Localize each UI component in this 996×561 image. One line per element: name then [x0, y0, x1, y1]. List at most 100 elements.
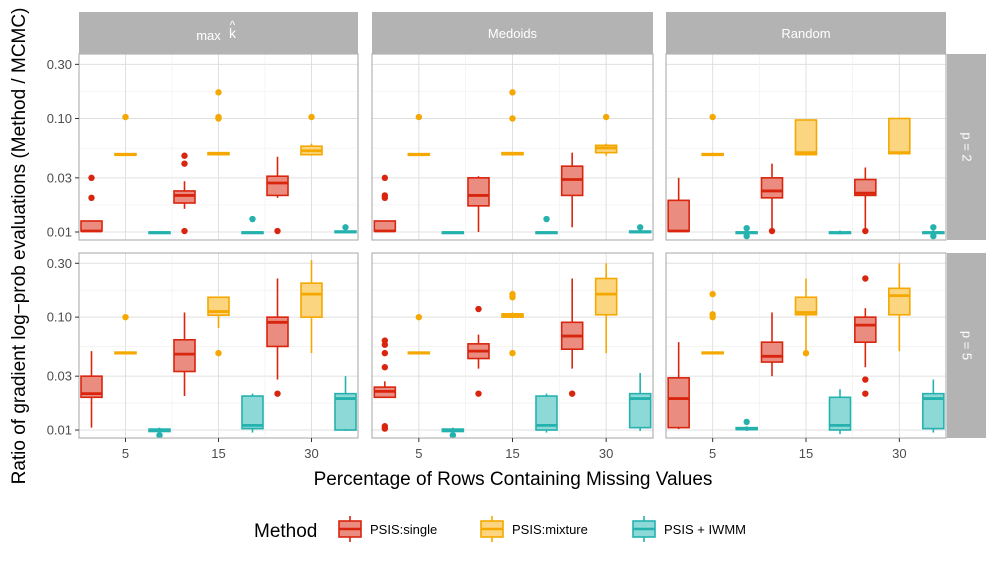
boxplot-psis-iwmm-15 — [828, 389, 852, 435]
boxplot-psis-iwmm-5 — [735, 418, 758, 432]
panel-boxes — [373, 263, 652, 439]
boxplot-psis-single-15 — [173, 312, 196, 397]
strip-background — [947, 54, 986, 240]
outlier-point — [381, 423, 389, 430]
outlier-point — [568, 390, 576, 397]
outlier-point — [743, 418, 750, 426]
legend-entries: PSIS:single PSIS:mixture PSIS + IWMM — [336, 515, 746, 543]
box — [80, 220, 103, 232]
box — [173, 190, 196, 204]
outlier-point — [308, 113, 315, 121]
boxplot-psis-mixture-15 — [207, 296, 230, 357]
strip-label-k: k — [229, 25, 237, 41]
outlier-point — [475, 305, 482, 313]
boxplot-psis-mixture-30 — [300, 113, 323, 156]
outlier-point — [743, 224, 750, 232]
boxplot-psis-single-5 — [373, 174, 397, 233]
box — [667, 377, 690, 429]
outlier-point — [181, 160, 188, 167]
boxplot-psis-single-5 — [80, 351, 103, 428]
boxplot-psis-iwmm-30 — [628, 224, 652, 234]
box — [828, 396, 852, 431]
box — [300, 282, 323, 318]
legend-label: PSIS + IWMM — [664, 522, 746, 537]
strip-label: Random — [781, 26, 830, 41]
outlier-point — [862, 376, 869, 383]
box — [80, 375, 103, 399]
outlier-point — [381, 349, 389, 357]
outlier-point — [381, 364, 389, 371]
panel-boxes — [80, 260, 357, 439]
boxplot-psis-mixture-15 — [501, 89, 524, 156]
outlier-point — [88, 174, 95, 182]
outlier-point — [543, 215, 550, 223]
boxplot-psis-iwmm-30 — [922, 224, 945, 240]
outlier-point — [381, 337, 389, 344]
strip-label: Medoids — [488, 26, 538, 41]
outlier-point — [274, 227, 281, 235]
box — [922, 392, 945, 430]
outlier-point — [274, 390, 281, 397]
x-tick-label: 5 — [122, 446, 129, 461]
box — [266, 316, 289, 348]
boxplot-psis-mixture-15 — [794, 119, 818, 156]
box — [334, 392, 357, 431]
outlier-point — [249, 215, 256, 223]
panel-boxes — [667, 113, 945, 240]
outlier-point — [602, 113, 610, 121]
outlier-point — [215, 349, 222, 357]
boxplot-psis-single-30 — [560, 152, 584, 228]
boxplot-psis-mixture-5 — [701, 290, 724, 355]
outlier-point — [181, 152, 188, 159]
boxplot-psis-single-30 — [854, 275, 877, 397]
box — [467, 177, 490, 207]
strip-background — [79, 12, 358, 54]
y-axis-title: Ratio of gradient log−prob evaluations (… — [9, 8, 30, 485]
boxplot-psis-mixture-30 — [888, 263, 911, 352]
box — [628, 392, 652, 429]
y-tick-label: 0.10 — [47, 111, 72, 126]
panel-boxes — [373, 89, 652, 235]
x-tick-label: 30 — [892, 446, 906, 461]
panel-boxes — [80, 89, 357, 235]
strip-background — [372, 12, 653, 54]
outlier-point — [122, 113, 129, 121]
outlier-point — [802, 349, 810, 357]
row-strip: p = 5 — [947, 253, 986, 438]
box — [173, 338, 196, 373]
y-tick-label: 0.01 — [47, 224, 72, 239]
strip-background — [947, 253, 986, 438]
column-strip: max k^ — [79, 12, 358, 54]
box — [266, 175, 289, 197]
x-tick-label: 15 — [211, 446, 225, 461]
boxplot-psis-single-5 — [80, 174, 103, 233]
y-tick-label: 0.03 — [47, 369, 72, 384]
box — [854, 178, 877, 197]
column-strip: Medoids — [372, 12, 653, 54]
boxplot-psis-single-15 — [467, 176, 490, 232]
strip-label: max — [196, 28, 221, 43]
boxplot-psis-single-5 — [667, 177, 690, 233]
box — [888, 287, 911, 316]
outlier-point — [381, 174, 389, 182]
strip-label-hat: ^ — [230, 18, 236, 32]
boxplot-psis-single-5 — [373, 337, 397, 432]
box — [535, 395, 558, 431]
legend-label: PSIS:mixture — [512, 522, 588, 537]
box — [854, 316, 877, 343]
boxplot-psis-mixture-30 — [594, 113, 618, 156]
outlier-point — [415, 113, 423, 121]
boxplot-psis-single-30 — [266, 156, 289, 235]
box — [760, 177, 784, 199]
boxplot-psis-iwmm-15 — [535, 393, 558, 433]
boxplot-psis-iwmm-5 — [148, 231, 171, 235]
box — [594, 277, 618, 316]
y-tick-label: 0.03 — [47, 170, 72, 185]
strip-background — [666, 12, 946, 54]
outlier-point — [381, 192, 389, 199]
legend: Method PSIS:single PSIS:mixture PSIS + IWM… — [254, 515, 746, 543]
outlier-point — [709, 290, 716, 298]
boxplot-psis-single-15 — [467, 305, 490, 397]
boxplot-psis-mixture-15 — [207, 89, 230, 156]
y-tick-label: 0.10 — [47, 310, 72, 325]
